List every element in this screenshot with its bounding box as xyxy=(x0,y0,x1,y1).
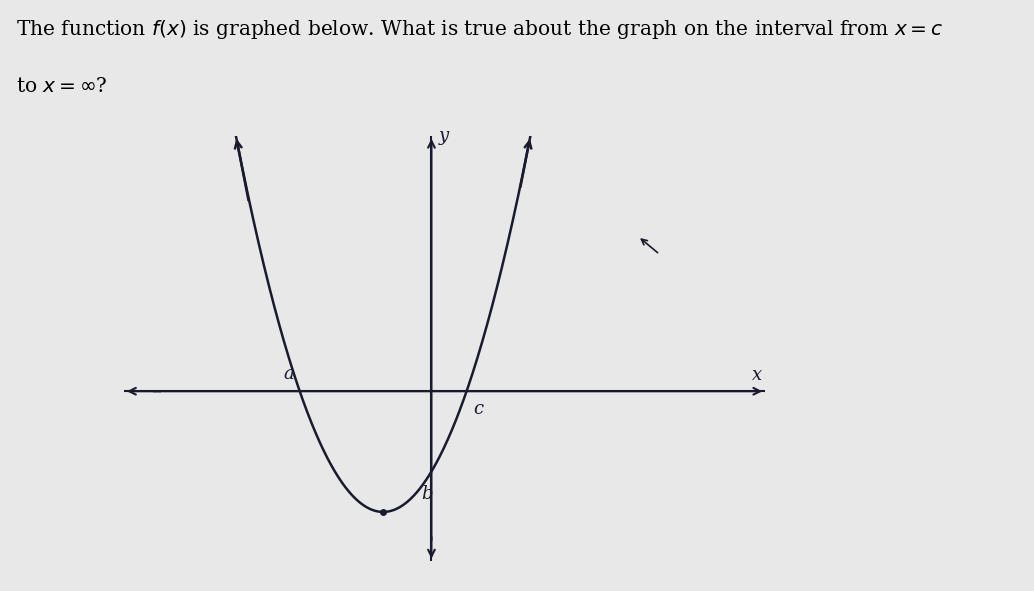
Text: b: b xyxy=(421,485,433,504)
Text: x: x xyxy=(752,366,762,384)
Text: a: a xyxy=(283,365,295,384)
Text: y: y xyxy=(438,127,449,145)
Text: c: c xyxy=(474,400,484,418)
Text: The function $f(x)$ is graphed below. What is true about the graph on the interv: The function $f(x)$ is graphed below. Wh… xyxy=(16,18,943,41)
Text: to $x = \infty$?: to $x = \infty$? xyxy=(16,77,108,96)
